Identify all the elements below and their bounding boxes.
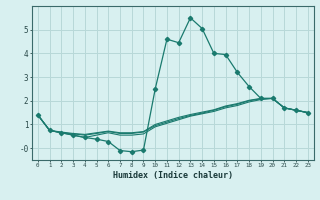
X-axis label: Humidex (Indice chaleur): Humidex (Indice chaleur) <box>113 171 233 180</box>
